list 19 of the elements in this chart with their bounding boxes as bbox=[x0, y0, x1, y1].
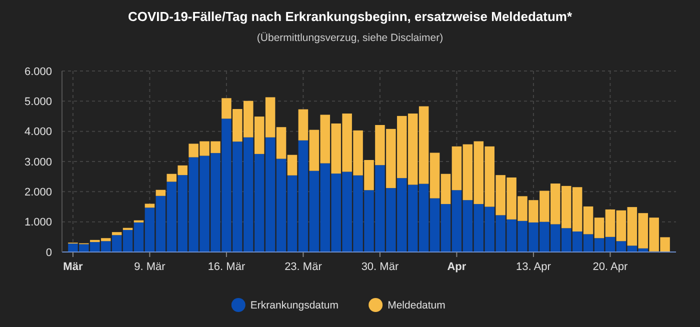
y-tick-label: 5.000 bbox=[24, 96, 52, 108]
x-tick-label: 30. Mär bbox=[361, 261, 399, 273]
x-tick-label: 23. Mär bbox=[284, 261, 322, 273]
y-tick-label: 1.000 bbox=[24, 216, 52, 229]
y-tick-label: 3.000 bbox=[24, 156, 52, 168]
chart-subtitle: (Übermittlungsverzug, siehe Disclaimer) bbox=[256, 32, 444, 44]
y-tick-label: 2.000 bbox=[24, 186, 52, 199]
legend-label: Erkrankungsdatum bbox=[250, 300, 339, 312]
x-tick-label: Mär bbox=[63, 261, 84, 273]
legend-label: Meldedatum bbox=[388, 300, 446, 312]
y-tick-label: 4.000 bbox=[24, 126, 52, 138]
x-tick-label: 9. Mär bbox=[134, 261, 166, 273]
y-tick-label: 0 bbox=[46, 246, 52, 259]
y-tick-label: 6.000 bbox=[24, 66, 52, 78]
x-tick-label: 16. Mär bbox=[208, 261, 246, 273]
x-tick-label: 20. Apr bbox=[592, 261, 628, 273]
x-tick-label: 13. Apr bbox=[516, 261, 552, 273]
x-tick-label: Apr bbox=[447, 261, 467, 273]
chart-title: COVID-19-Fälle/Tag nach Erkrankungsbeginn, ersatzweise Meldedatum* bbox=[128, 9, 573, 24]
